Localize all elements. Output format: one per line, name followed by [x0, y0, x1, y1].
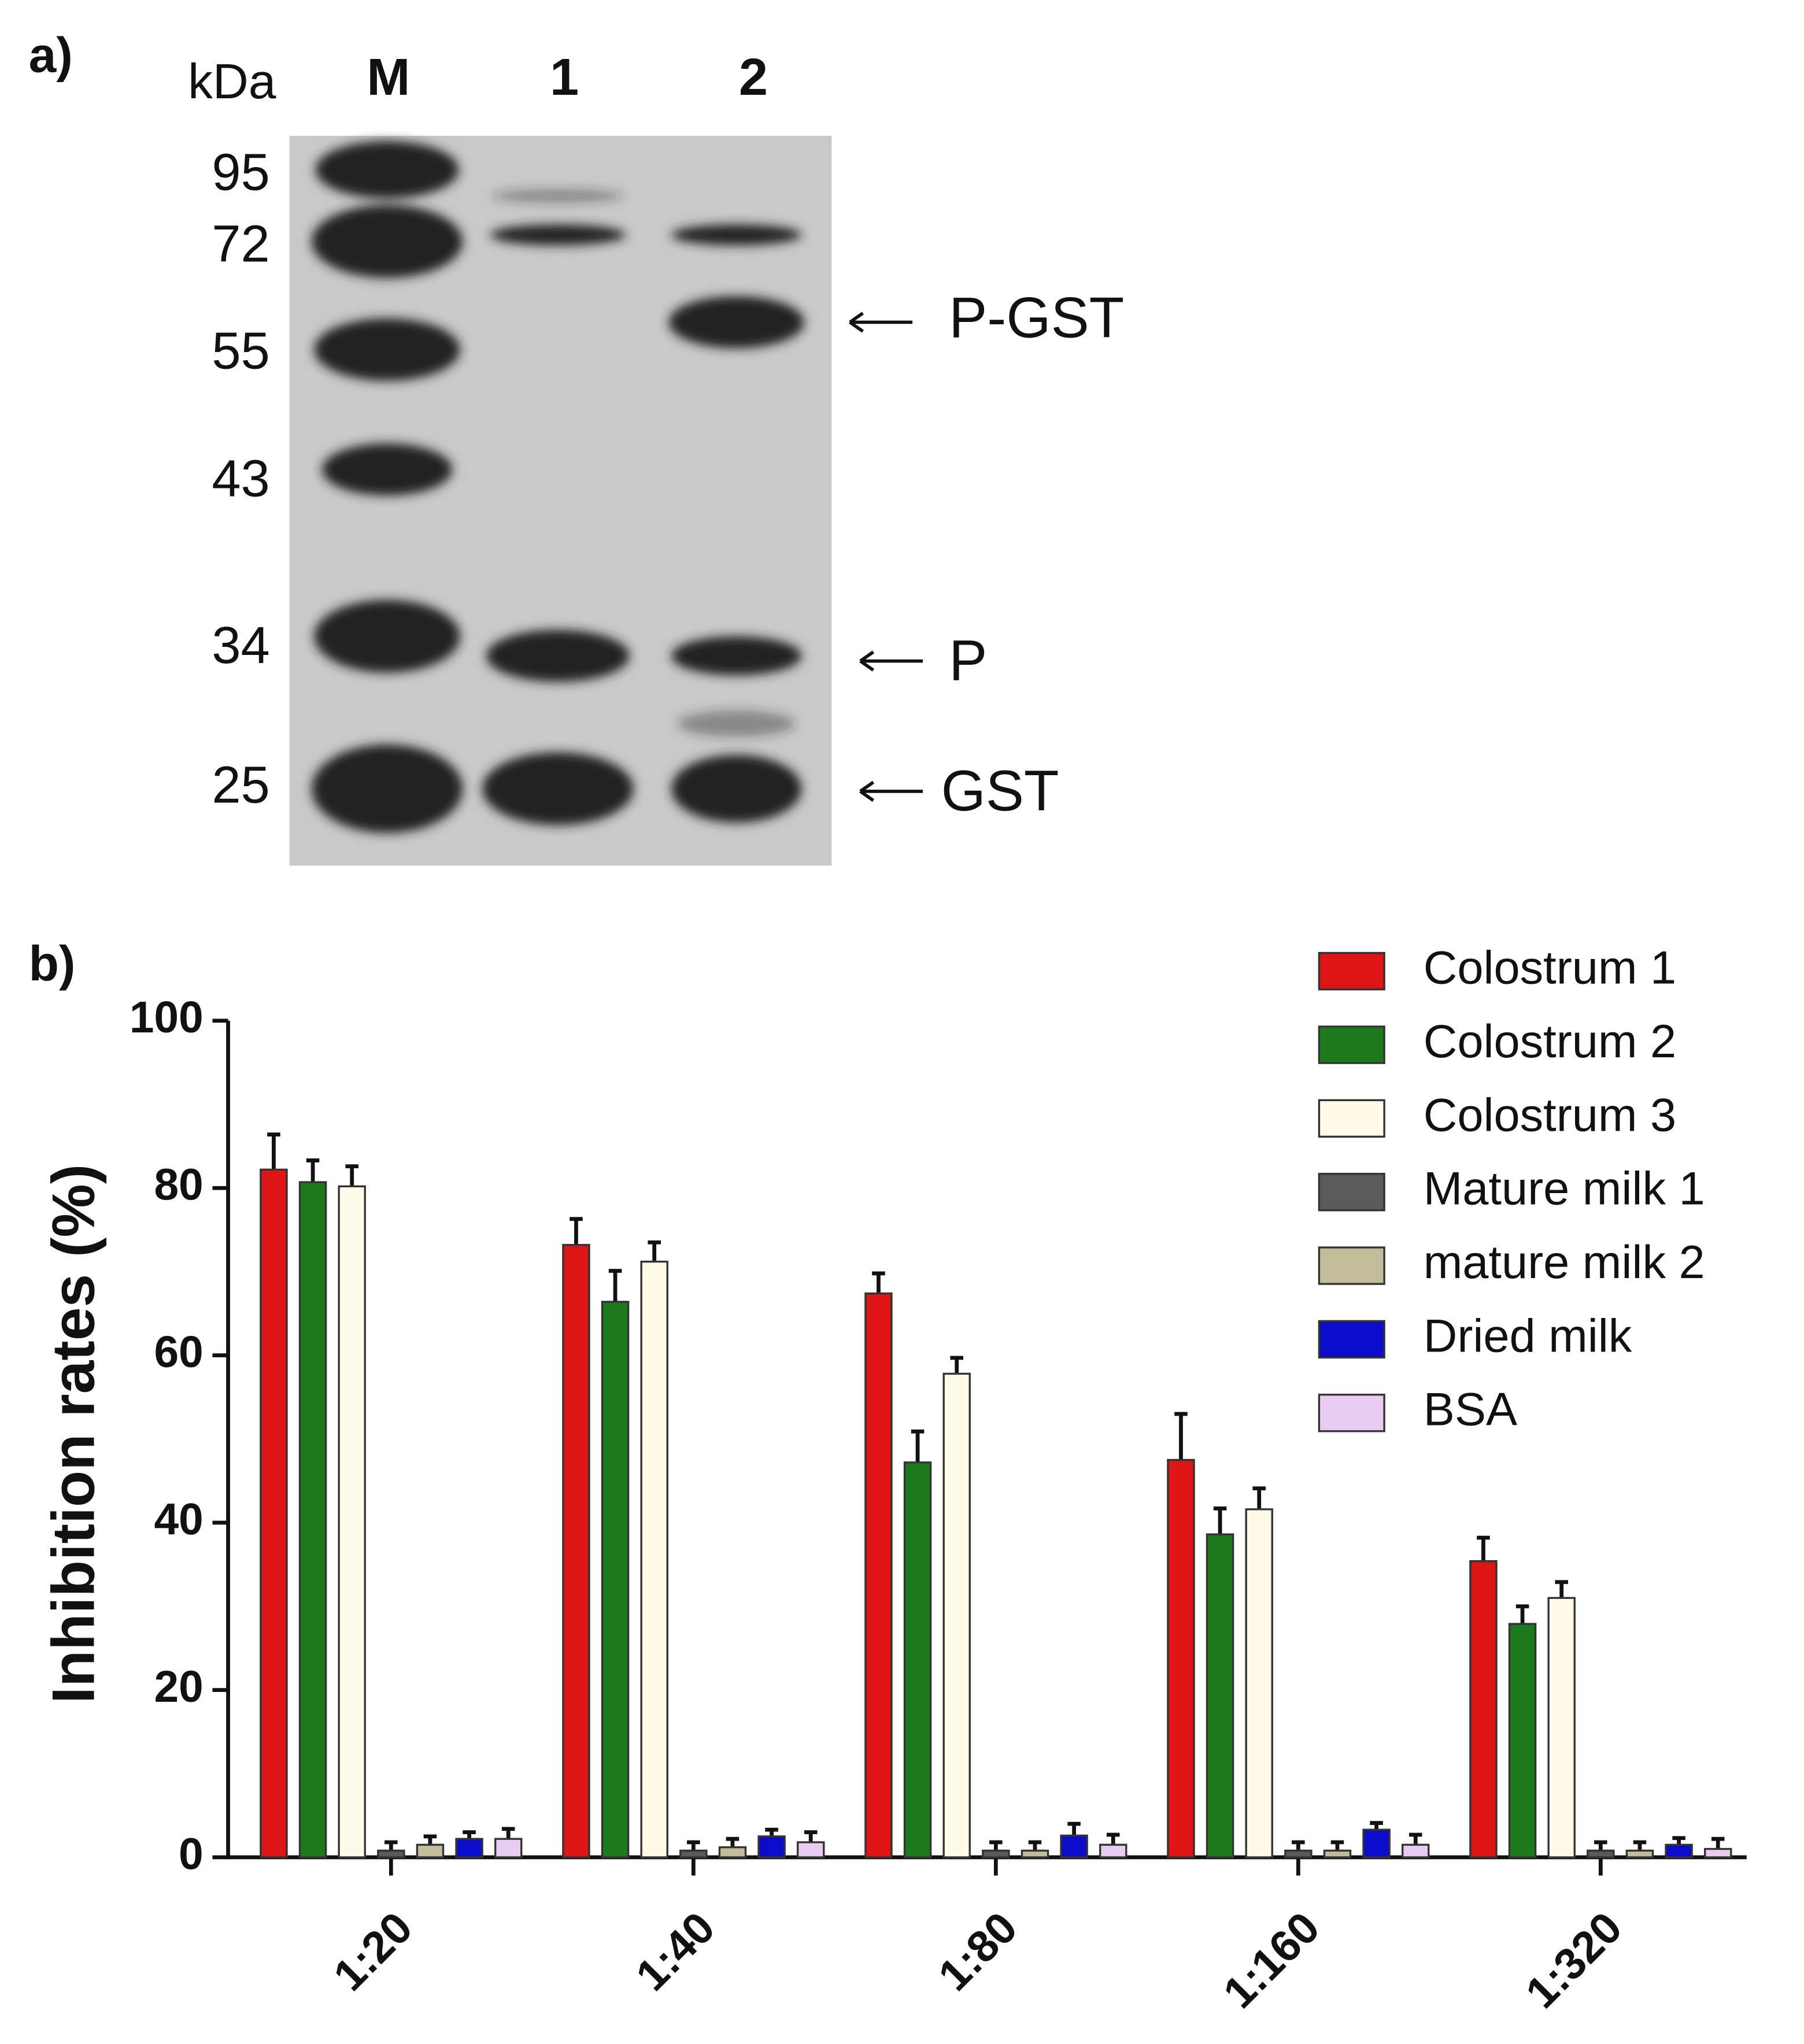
marker-label: 34 [212, 616, 269, 675]
bar [1245, 1508, 1273, 1858]
legend-swatch [1318, 1025, 1385, 1064]
marker-label: 55 [212, 322, 269, 380]
marker-label: 25 [212, 756, 269, 814]
lane-label: M [367, 48, 410, 106]
bar [864, 1292, 893, 1858]
y-tick-label: 20 [154, 1662, 203, 1712]
y-tick-label: 60 [154, 1328, 203, 1377]
bar [338, 1185, 366, 1858]
unit-label: kDa [188, 54, 276, 109]
bar [903, 1461, 932, 1858]
bar [1625, 1849, 1654, 1858]
legend-label: Colostrum 1 [1424, 942, 1676, 994]
legend-label: mature milk 2 [1424, 1236, 1705, 1288]
x-tick-label: 1:160 [1214, 1903, 1329, 2018]
gel-bands [311, 141, 804, 834]
bar [377, 1849, 405, 1858]
annotation: GST [941, 759, 1059, 823]
bar [1021, 1849, 1049, 1858]
bar [1469, 1560, 1498, 1858]
bar [1703, 1847, 1732, 1858]
x-tick-label: 1:40 [627, 1903, 724, 2001]
annotation: P-GST [949, 286, 1124, 350]
legend-swatch [1318, 1394, 1385, 1432]
legend-label: Mature milk 1 [1424, 1163, 1705, 1215]
lane-label: 1 [550, 48, 579, 106]
lane-label: 2 [739, 48, 768, 106]
arrows [849, 312, 923, 802]
bar [1587, 1849, 1615, 1858]
marker-label: 43 [212, 450, 269, 508]
bar [1401, 1843, 1430, 1858]
legend-label: Colostrum 3 [1424, 1089, 1676, 1141]
y-tick-label: 40 [154, 1495, 203, 1544]
bar [1167, 1458, 1195, 1858]
bar [796, 1841, 825, 1858]
bar [1206, 1533, 1234, 1858]
x-tick-label: 1:320 [1517, 1903, 1632, 2018]
bar [942, 1372, 971, 1858]
marker-label: 95 [212, 143, 269, 202]
bar [1508, 1623, 1537, 1858]
bar [640, 1260, 668, 1858]
bar [298, 1181, 327, 1858]
legend-swatch [1318, 1320, 1385, 1359]
legend-label: Colostrum 2 [1424, 1016, 1676, 1068]
bar [1099, 1843, 1128, 1858]
y-tick-label: 0 [179, 1830, 204, 1879]
bar [1284, 1849, 1313, 1858]
marker-label: 72 [212, 215, 269, 273]
bar [455, 1838, 483, 1858]
y-tick-label: 100 [130, 993, 204, 1042]
legend-swatch [1318, 951, 1385, 991]
bar [982, 1849, 1010, 1858]
bar [679, 1849, 708, 1858]
bar [1547, 1597, 1576, 1858]
y-tick-label: 80 [154, 1160, 203, 1209]
bar [718, 1846, 747, 1858]
legend-swatch [1318, 1246, 1385, 1285]
bar [260, 1168, 288, 1858]
legend-swatch [1318, 1099, 1385, 1138]
legend-label: BSA [1424, 1384, 1517, 1436]
y-axis-label: Inhibition rates (%) [40, 1164, 107, 1704]
bar [1665, 1843, 1693, 1858]
x-tick-label: 1:20 [324, 1903, 422, 2001]
bar [1323, 1849, 1352, 1858]
bar [757, 1835, 786, 1858]
bar [601, 1301, 630, 1858]
annotation: P [949, 629, 987, 693]
legend-swatch [1318, 1172, 1385, 1212]
legend-label: Dried milk [1424, 1310, 1632, 1362]
bar [416, 1843, 445, 1858]
bar [494, 1838, 523, 1858]
bar [562, 1243, 590, 1858]
panel-label: b) [29, 936, 76, 991]
bar [1060, 1834, 1088, 1858]
x-tick-label: 1:80 [929, 1903, 1027, 2001]
bar [1362, 1828, 1391, 1858]
panel-label: a) [29, 28, 73, 83]
